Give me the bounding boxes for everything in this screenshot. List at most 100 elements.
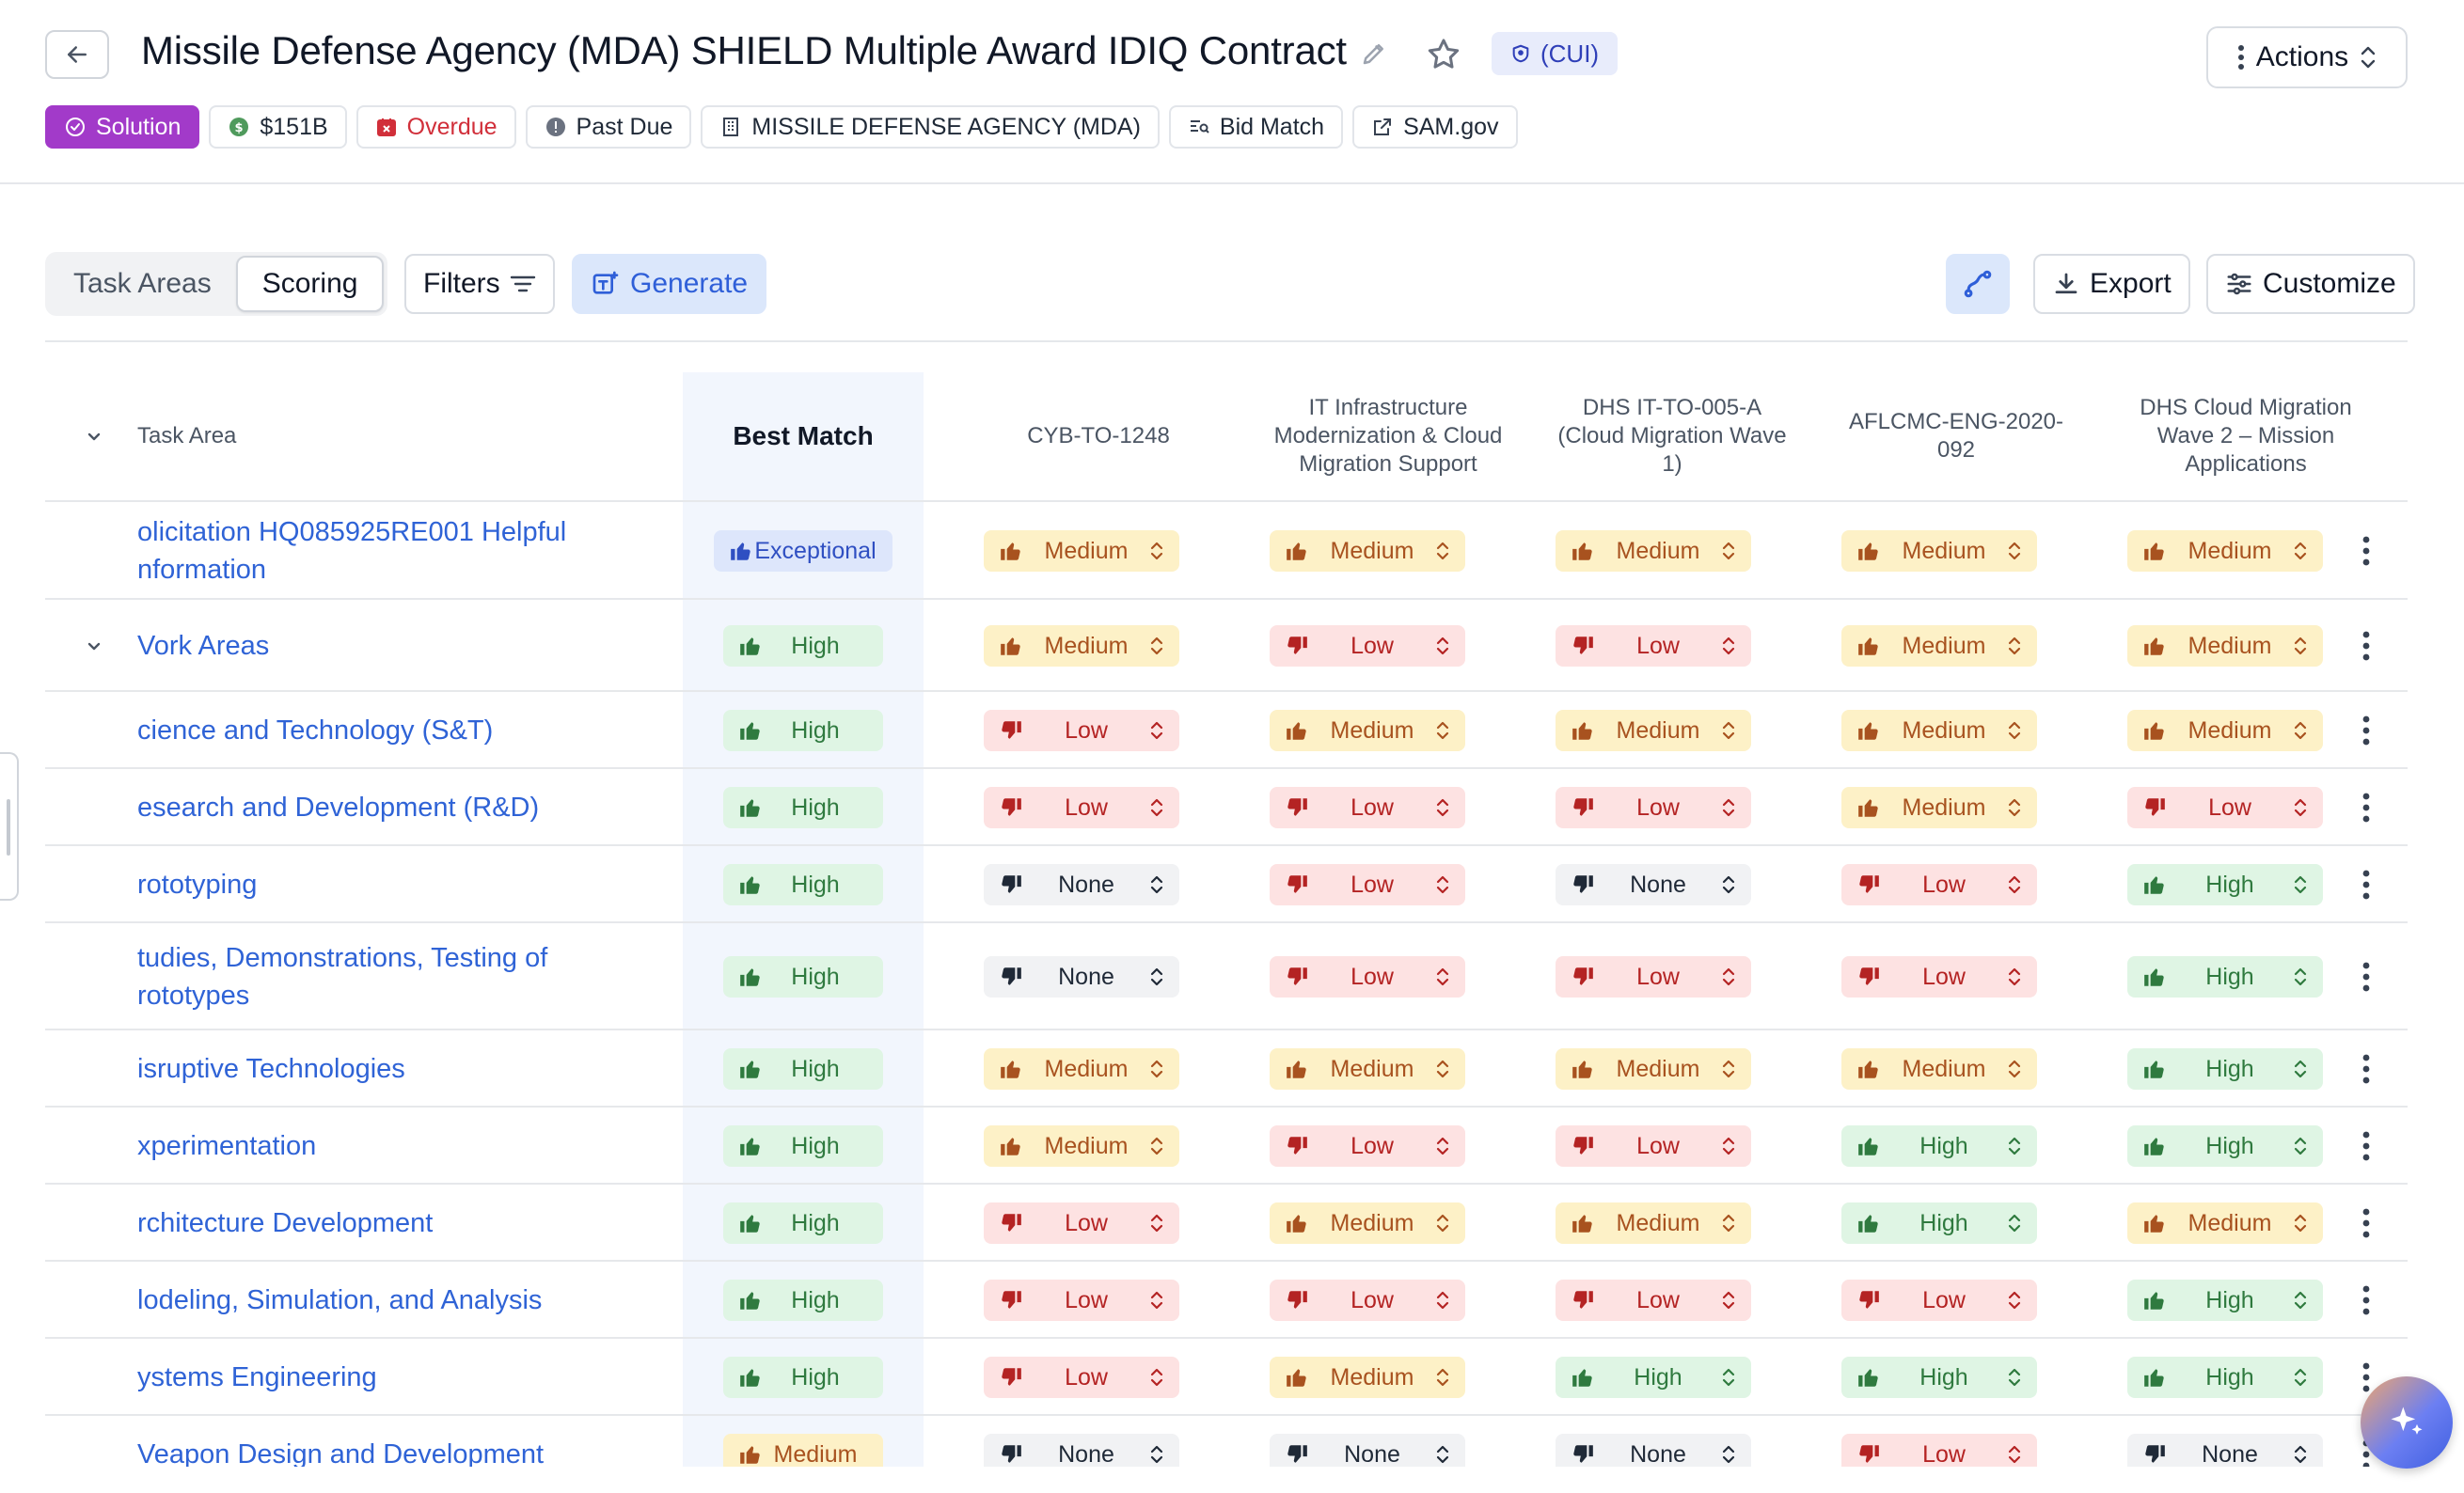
score-select[interactable]: Medium: [2127, 530, 2323, 572]
score-select[interactable]: Low: [1841, 1280, 2037, 1321]
score-select[interactable]: Medium: [2127, 625, 2323, 667]
ai-assistant-button[interactable]: [2361, 1376, 2453, 1469]
tab-task-areas[interactable]: Task Areas: [73, 268, 212, 299]
tag-samgov[interactable]: SAM.gov: [1352, 105, 1518, 149]
score-select[interactable]: Low: [1556, 1280, 1751, 1321]
score-select[interactable]: Medium: [1556, 1048, 1751, 1090]
row-menu-button[interactable]: [2361, 1360, 2372, 1394]
score-select[interactable]: Medium: [984, 1125, 1179, 1167]
score-select[interactable]: High: [2127, 1280, 2323, 1321]
score-select[interactable]: Low: [984, 1202, 1179, 1244]
score-select[interactable]: High: [1841, 1125, 2037, 1167]
tag-past-due[interactable]: Past Due: [525, 105, 692, 149]
score-select[interactable]: Medium: [1841, 530, 2037, 572]
row-menu-button[interactable]: [2361, 868, 2372, 902]
customize-button[interactable]: Customize: [2206, 254, 2415, 314]
tag-bid-match[interactable]: Bid Match: [1168, 105, 1344, 149]
score-select[interactable]: Medium: [1841, 787, 2037, 828]
row-menu-button[interactable]: [2361, 629, 2372, 663]
score-select[interactable]: High: [2127, 956, 2323, 998]
score-select[interactable]: High: [1841, 1357, 2037, 1398]
task-area-header[interactable]: Task Area: [137, 423, 237, 448]
task-area-link[interactable]: Veapon Design and Development: [137, 1439, 545, 1467]
row-chevron-down-icon[interactable]: [85, 636, 103, 655]
score-select[interactable]: Low: [1270, 1280, 1465, 1321]
score-select[interactable]: Low: [1556, 625, 1751, 667]
score-select[interactable]: Medium: [1270, 1202, 1465, 1244]
score-select[interactable]: Low: [1556, 1125, 1751, 1167]
score-select[interactable]: Low: [1270, 864, 1465, 905]
task-area-link[interactable]: isruptive Technologies: [137, 1054, 405, 1084]
row-menu-button[interactable]: [2361, 1206, 2372, 1240]
score-select[interactable]: Low: [1841, 1434, 2037, 1467]
task-area-link[interactable]: rchitecture Development: [137, 1208, 434, 1238]
score-select[interactable]: Low: [984, 787, 1179, 828]
score-select[interactable]: Low: [1841, 864, 2037, 905]
favorite-button[interactable]: [1425, 36, 1462, 73]
score-select[interactable]: None: [1270, 1434, 1465, 1467]
score-select[interactable]: Medium: [984, 625, 1179, 667]
score-select[interactable]: Medium: [1270, 1357, 1465, 1398]
score-select[interactable]: Medium: [1270, 710, 1465, 751]
score-select[interactable]: Medium: [2127, 710, 2323, 751]
score-select[interactable]: Low: [1841, 956, 2037, 998]
column-header[interactable]: IT Infrastructure Modernization & Cloud …: [1273, 395, 1503, 477]
score-select[interactable]: High: [2127, 1125, 2323, 1167]
task-area-link[interactable]: Vork Areas: [137, 631, 270, 661]
score-select[interactable]: Low: [984, 1280, 1179, 1321]
tab-scoring[interactable]: Scoring: [235, 256, 385, 312]
row-menu-button[interactable]: [2361, 791, 2372, 825]
score-select[interactable]: Medium: [1841, 1048, 2037, 1090]
column-header[interactable]: DHS Cloud Migration Wave 2 – Mission App…: [2140, 395, 2352, 477]
row-menu-button[interactable]: [2361, 1129, 2372, 1163]
score-select[interactable]: Medium: [984, 530, 1179, 572]
score-select[interactable]: High: [2127, 864, 2323, 905]
score-select[interactable]: High: [2127, 1048, 2323, 1090]
score-select[interactable]: None: [1556, 864, 1751, 905]
score-select[interactable]: Medium: [1270, 530, 1465, 572]
column-header[interactable]: DHS IT-TO-005-A (Cloud Migration Wave 1): [1557, 395, 1787, 477]
row-menu-button[interactable]: [2361, 1283, 2372, 1317]
side-panel-handle[interactable]: [0, 752, 19, 901]
row-menu-button[interactable]: [2361, 714, 2372, 747]
score-select[interactable]: None: [984, 864, 1179, 905]
score-select[interactable]: Low: [984, 710, 1179, 751]
score-select[interactable]: Low: [1556, 787, 1751, 828]
score-select[interactable]: Medium: [1556, 1202, 1751, 1244]
score-select[interactable]: Low: [1270, 956, 1465, 998]
export-button[interactable]: Export: [2033, 254, 2190, 314]
row-menu-button[interactable]: [2361, 534, 2372, 568]
column-header[interactable]: CYB-TO-1248: [1027, 423, 1170, 448]
best-match-header[interactable]: Best Match: [733, 421, 874, 450]
score-select[interactable]: None: [1556, 1434, 1751, 1467]
tag-value[interactable]: $ $151B: [209, 105, 347, 149]
score-select[interactable]: Medium: [984, 1048, 1179, 1090]
score-select[interactable]: None: [984, 1434, 1179, 1467]
route-button[interactable]: [1946, 254, 2010, 314]
score-select[interactable]: Medium: [1841, 710, 2037, 751]
score-select[interactable]: Low: [1270, 1125, 1465, 1167]
score-select[interactable]: Low: [1270, 787, 1465, 828]
tag-agency[interactable]: MISSILE DEFENSE AGENCY (MDA): [701, 105, 1160, 149]
task-area-link[interactable]: rototyping: [137, 870, 258, 900]
task-area-link[interactable]: cience and Technology (S&T): [137, 715, 494, 746]
score-select[interactable]: High: [1841, 1202, 2037, 1244]
generate-button[interactable]: Generate: [572, 254, 767, 314]
row-menu-button[interactable]: [2361, 1052, 2372, 1086]
task-area-link[interactable]: ystems Engineering: [137, 1362, 377, 1392]
score-select[interactable]: High: [2127, 1357, 2323, 1398]
score-select[interactable]: None: [984, 956, 1179, 998]
score-select[interactable]: Low: [984, 1357, 1179, 1398]
edit-title-button[interactable]: [1360, 39, 1388, 68]
task-area-link[interactable]: xperimentation: [137, 1131, 317, 1161]
score-select[interactable]: Low: [1556, 956, 1751, 998]
task-area-link[interactable]: esearch and Development (R&D): [137, 793, 540, 823]
task-area-link[interactable]: tudies, Demonstrations, Testing of rotot…: [137, 943, 548, 1011]
actions-menu-button[interactable]: Actions: [2206, 26, 2408, 88]
task-area-link[interactable]: olicitation HQ085925RE001 Helpful nforma…: [137, 517, 567, 585]
score-select[interactable]: Low: [1270, 625, 1465, 667]
score-select[interactable]: Medium: [1556, 710, 1751, 751]
task-area-link[interactable]: lodeling, Simulation, and Analysis: [137, 1285, 543, 1315]
column-header[interactable]: AFLCMC-ENG-2020-092: [1848, 409, 2064, 463]
row-menu-button[interactable]: [2361, 960, 2372, 994]
